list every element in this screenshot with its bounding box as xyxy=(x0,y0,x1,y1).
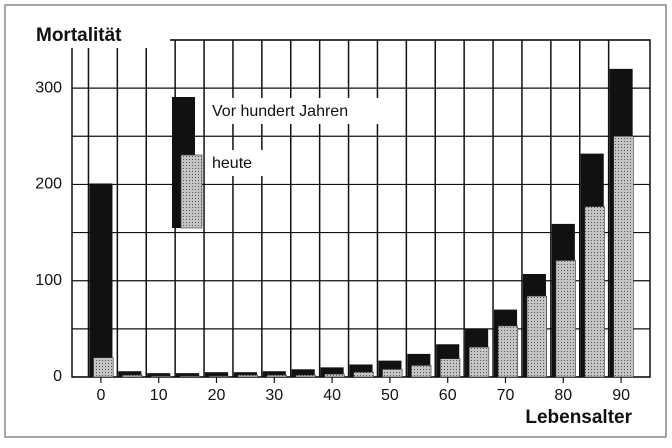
bar-today xyxy=(584,206,605,378)
bar-today xyxy=(353,371,374,378)
bar-today xyxy=(555,260,576,378)
x-axis-label: Lebensalter xyxy=(525,407,632,428)
y-tick-label: 300 xyxy=(35,79,62,96)
x-tick-label: 60 xyxy=(439,387,457,404)
bar-today xyxy=(411,365,432,378)
legend-bg xyxy=(205,98,395,124)
bar-past xyxy=(89,183,113,377)
bar-today xyxy=(93,357,114,378)
bar-past xyxy=(320,367,344,377)
x-tick-label: 10 xyxy=(150,387,168,404)
bar-past xyxy=(204,372,229,377)
bar-today xyxy=(468,346,490,378)
x-tick-label: 40 xyxy=(323,387,341,404)
bar-today xyxy=(382,368,403,378)
bar-today xyxy=(122,374,143,378)
x-tick-label: 20 xyxy=(208,387,226,404)
bar-past xyxy=(291,369,315,377)
bar-today xyxy=(179,375,201,378)
bar-today xyxy=(440,358,461,378)
y-tick-label: 100 xyxy=(35,272,62,289)
bar-past xyxy=(118,371,142,377)
bar-today xyxy=(526,295,547,378)
y-tick-label: 0 xyxy=(53,368,62,385)
bar-today xyxy=(237,374,258,378)
bar-today xyxy=(266,374,287,378)
x-tick-label: 70 xyxy=(497,387,515,404)
legend-label: Vor hundert Jahren xyxy=(212,103,348,120)
bar-today xyxy=(324,373,345,378)
label-bg xyxy=(30,22,170,48)
x-tick-label: 50 xyxy=(381,387,399,404)
y-tick-label: 200 xyxy=(35,176,62,193)
label-bg xyxy=(468,404,638,432)
bar-past xyxy=(176,373,200,377)
x-tick-label: 0 xyxy=(96,387,105,404)
bar-today xyxy=(613,135,634,378)
bar-past xyxy=(233,372,257,377)
legend-swatch xyxy=(180,154,203,229)
bar-past xyxy=(147,373,171,377)
bar-past xyxy=(262,371,286,377)
legend-label: heute xyxy=(212,155,252,172)
legend-bg xyxy=(205,150,267,176)
bar-today xyxy=(497,325,519,378)
x-tick-label: 30 xyxy=(265,387,283,404)
bar-today xyxy=(295,374,316,378)
bar-today xyxy=(151,375,172,378)
x-tick-label: 80 xyxy=(554,387,572,404)
bar-today xyxy=(208,375,230,378)
y-axis-label: Mortalität xyxy=(36,25,122,46)
x-tick-label: 90 xyxy=(612,387,630,404)
